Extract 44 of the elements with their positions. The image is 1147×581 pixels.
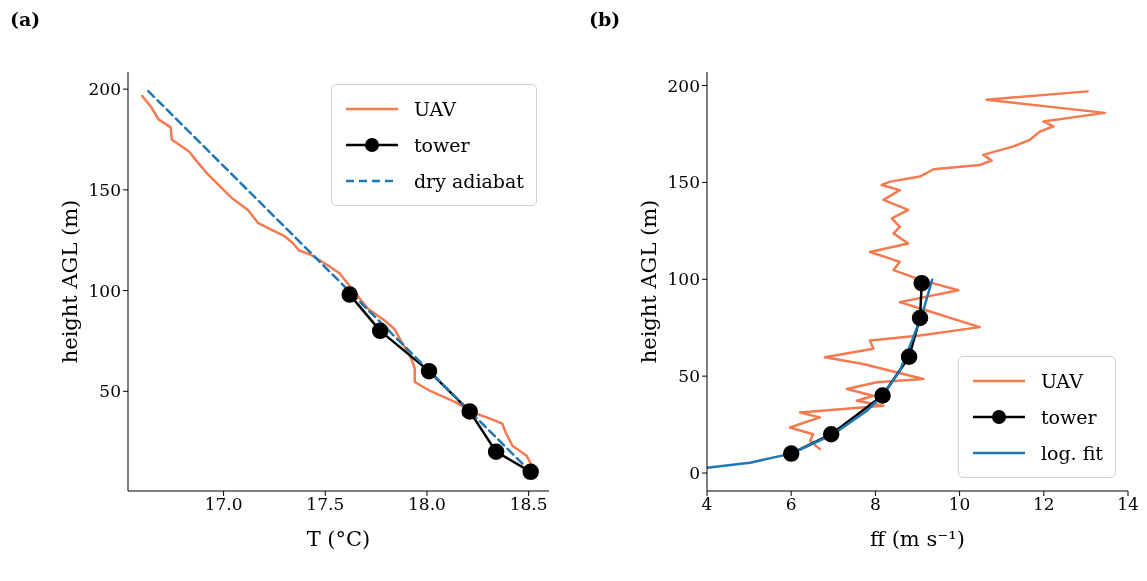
- y-tick-label: 50: [99, 381, 121, 402]
- y-tick-label: 150: [88, 179, 121, 200]
- legend-label: tower: [413, 134, 470, 156]
- y-tick-label: 200: [667, 75, 700, 96]
- point: [371, 322, 389, 340]
- point: [461, 403, 478, 420]
- y-tick-label: 0: [689, 463, 700, 484]
- point: [341, 286, 358, 303]
- y-tick-label: 200: [88, 79, 121, 100]
- x-tick-label: 17.5: [306, 494, 345, 515]
- point: [782, 445, 800, 462]
- legend-label: tower: [1040, 406, 1097, 428]
- point: [522, 463, 539, 481]
- point: [874, 387, 891, 404]
- point: [900, 348, 918, 366]
- x-tick-label: 6: [785, 494, 797, 515]
- x-tick-label: 4: [701, 494, 713, 515]
- point: [487, 443, 505, 460]
- legend-label: UAV: [413, 98, 456, 120]
- x-tick-label: 18.0: [408, 494, 446, 515]
- legend-label: log. fit: [1040, 442, 1103, 464]
- x-tick-label: 17.0: [204, 494, 243, 515]
- y-axis-title: height AGL (m): [637, 199, 662, 364]
- x-tick-label: 18.5: [509, 494, 548, 515]
- x-tick-label: 14: [1117, 494, 1139, 515]
- legend-label: dry adiabat: [413, 170, 524, 192]
- line-series: [707, 278, 934, 470]
- y-tick-label: 100: [667, 269, 700, 290]
- x-axis-title: ff (m s⁻¹): [870, 526, 965, 551]
- legend-label: UAV: [1040, 370, 1083, 392]
- y-tick-label: 150: [667, 172, 700, 193]
- y-tick-label: 100: [88, 280, 121, 301]
- x-tick-label: 8: [869, 494, 881, 515]
- chart-title: (b): [589, 8, 621, 30]
- point: [911, 309, 929, 327]
- x-tick-label: 12: [1032, 494, 1055, 515]
- point: [822, 425, 840, 443]
- y-axis-title: height AGL (m): [58, 199, 83, 364]
- x-axis-title: T (°C): [306, 526, 371, 551]
- chart-title: (a): [10, 8, 41, 30]
- point: [420, 362, 438, 380]
- y-tick-label: 50: [678, 366, 700, 387]
- point: [913, 274, 930, 292]
- x-tick-label: 10: [948, 494, 971, 515]
